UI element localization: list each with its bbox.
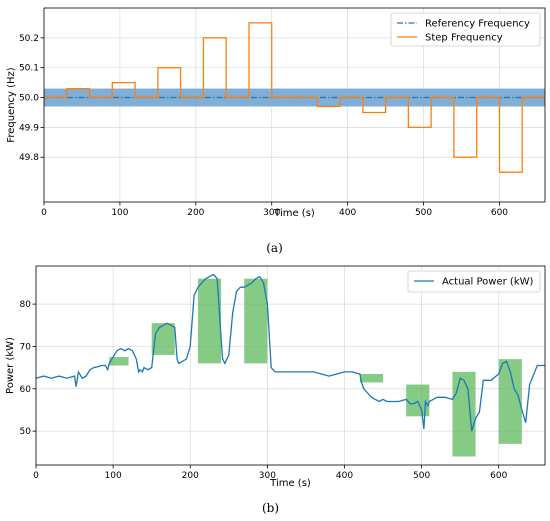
x-tick-label: 500: [415, 208, 432, 218]
x-tick-label: 300: [259, 471, 276, 481]
y-tick-label: 49.9: [19, 123, 39, 133]
legend-label-actual-power: Actual Power (kW): [442, 277, 534, 288]
y-tick-label: 50.2: [19, 34, 39, 44]
x-tick-label: 400: [336, 471, 353, 481]
power-legend-box: [407, 270, 541, 293]
response-window-rect: [406, 384, 430, 417]
frequency-chart-ticks: 0 100 200 300 400 500 600 49.8 49.9 50.0 50.1 50.2: [19, 34, 508, 218]
response-window-rect: [109, 357, 129, 366]
response-window-rect: [498, 359, 522, 444]
series-line-1: [44, 22, 545, 173]
x-tick-label: 500: [413, 471, 430, 481]
x-tick-label: 0: [33, 471, 39, 481]
response-window-rect: [359, 373, 384, 383]
y-tick-label: 70: [20, 342, 32, 352]
legend-label-step: Step Frequency: [425, 33, 503, 44]
x-tick-label: 100: [111, 208, 128, 218]
x-tick-label: 300: [263, 208, 280, 218]
frequency-chart-frame: [43, 7, 546, 203]
power-chart: 0 100 200 300 400 500 600 50 60 70 80 Time (s) Pow…: [5, 265, 546, 515]
power-chart-frame: [35, 265, 546, 466]
frequency-caption: (a): [266, 241, 283, 255]
y-tick-label: 50.0: [19, 94, 39, 104]
power-legend: Actual Power (kW): [407, 270, 541, 293]
frequency-series: [44, 22, 545, 173]
y-tick-label: 50: [20, 427, 32, 437]
frequency-x-axis-label: Time (s): [273, 208, 315, 219]
x-tick-label: 400: [339, 208, 356, 218]
power-caption: (b): [262, 501, 279, 515]
series-line-0: [35, 273, 545, 432]
power-response-windows: [109, 278, 522, 457]
x-tick-label: 200: [187, 208, 204, 218]
response-window-rect: [197, 278, 222, 364]
y-tick-label: 80: [20, 300, 32, 310]
response-window-rect: [452, 371, 476, 457]
legend-label-reference: Referency Frequency: [425, 19, 530, 30]
response-window-rect: [244, 278, 268, 364]
x-tick-label: 100: [105, 471, 122, 481]
x-tick-label: 600: [490, 471, 507, 481]
power-series: [35, 273, 545, 432]
x-tick-label: 600: [491, 208, 508, 218]
power-chart-ticks: 0 100 200 300 400 500 600 50 60 70 80: [20, 300, 508, 481]
frequency-y-axis-label: Frequency (Hz): [6, 67, 17, 143]
frequency-chart: 0 100 200 300 400 500 60049.849.950.050.150.2 …: [6, 7, 546, 255]
power-y-axis-label: Power (kW): [5, 337, 16, 394]
x-tick-label: 200: [182, 471, 199, 481]
power-x-axis-label: Time (s): [269, 478, 311, 489]
frequency-legend: Referency Frequency Step Frequency: [390, 12, 541, 47]
x-tick-label: 0: [41, 208, 47, 218]
y-tick-label: 49.8: [19, 153, 39, 163]
y-tick-label: 50.1: [19, 64, 39, 74]
frequency-legend-box: [390, 12, 541, 47]
y-tick-label: 60: [20, 385, 32, 395]
